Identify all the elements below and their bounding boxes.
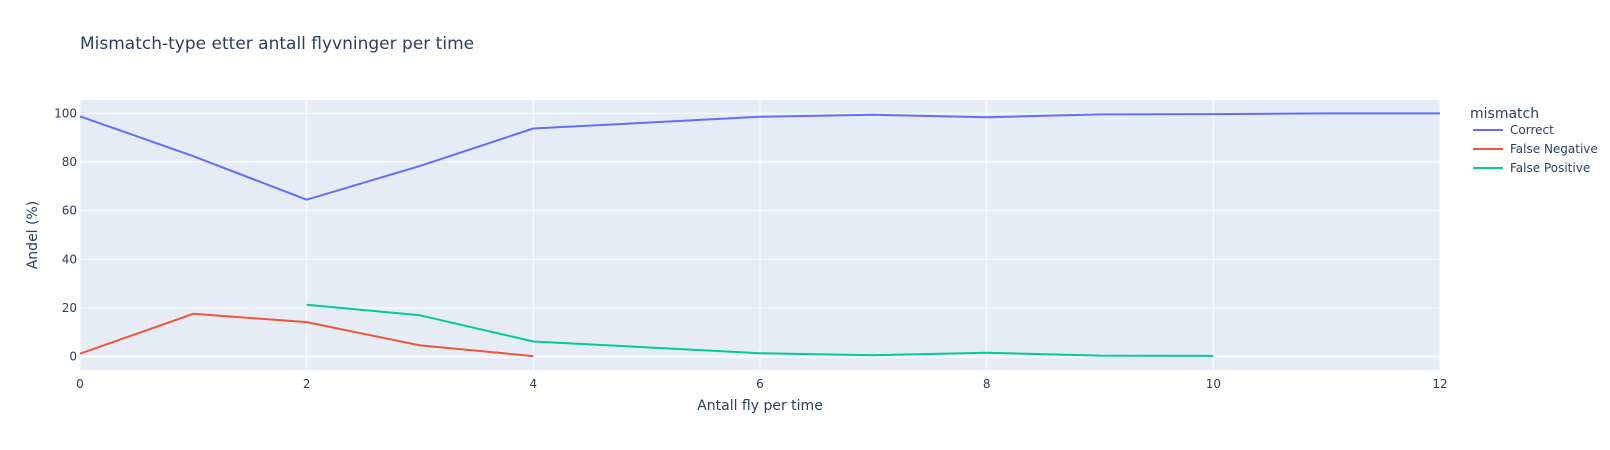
y-tick-label: 0 [69,350,77,364]
series-line-false-negative [79,312,534,358]
legend-label: False Positive [1510,161,1590,175]
series-line-false-positive [306,303,1214,357]
y-tick-label: 40 [62,252,77,266]
x-tick-label: 8 [983,377,991,391]
legend-label: False Negative [1510,142,1598,156]
y-tick-label: 60 [62,204,77,218]
x-tick-label: 2 [303,377,311,391]
x-tick-label: 4 [530,377,538,391]
x-tick-label: 10 [1206,377,1221,391]
legend-item-correct[interactable]: Correct [1473,123,1554,137]
legend-title: mismatch [1470,106,1539,122]
x-tick-label: 0 [76,377,84,391]
legend-items[interactable]: Correct False Negative False Positive [1473,123,1598,175]
series-lines [79,112,1440,358]
legend-item-false-positive[interactable]: False Positive [1473,161,1590,175]
legend-item-false-negative[interactable]: False Negative [1473,142,1598,156]
chart-title: Mismatch-type etter antall flyvninger pe… [80,34,474,54]
grid [79,100,1441,370]
legend[interactable]: mismatch Correct False Negative False Posi… [1470,106,1598,175]
legend-label: Correct [1510,123,1554,137]
y-axis-title: Andel (%) [25,201,41,270]
x-axis-title: Antall fly per time [697,398,823,414]
x-tick-label: 6 [756,377,764,391]
y-tick-label: 80 [62,155,77,169]
x-tick-label: 12 [1432,377,1447,391]
y-tick-labels: 0 20 40 60 80 100 [54,106,77,363]
y-tick-label: 20 [62,301,77,315]
series-line-correct [79,112,1440,201]
y-tick-label: 100 [54,106,77,120]
x-tick-labels: 0 2 4 6 8 10 12 [76,377,1447,391]
